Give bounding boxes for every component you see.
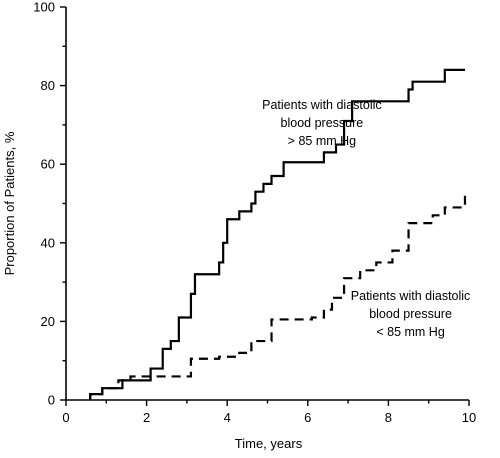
series-line-high-dbp — [89, 68, 465, 400]
y-tick-label: 80 — [41, 78, 55, 93]
x-axis-title: Time, years — [235, 436, 303, 451]
annotation-high: Patients with diastolic blood pressure > 8… — [262, 98, 382, 148]
x-tick-label: 2 — [143, 410, 150, 425]
y-axis-title: Proportion of Patients, % — [2, 131, 17, 275]
y-tick-label: 20 — [41, 314, 55, 329]
x-tick-label: 6 — [304, 410, 311, 425]
x-tick-label: 10 — [462, 410, 476, 425]
y-tick-label: 0 — [48, 393, 55, 408]
annotation-layer: Patients with diastolic blood pressure > 8… — [262, 98, 470, 339]
annotation-line: blood pressure — [281, 116, 364, 130]
annotation-line: Patients with diastolic — [351, 289, 471, 303]
annotation-line: < 85 mm Hg — [376, 325, 444, 339]
x-tick-label: 4 — [224, 410, 231, 425]
annotation-line: > 85 mm Hg — [288, 134, 356, 148]
y-tick-label: 40 — [41, 235, 55, 250]
y-tick-label: 60 — [41, 157, 55, 172]
x-tick-label: 0 — [62, 410, 69, 425]
series-layer — [89, 68, 467, 400]
y-tick-label: 100 — [33, 0, 55, 15]
x-tick-label: 8 — [385, 410, 392, 425]
annotation-line: Patients with diastolic — [262, 98, 382, 112]
annotation-low: Patients with diastolic blood pressure < 8… — [351, 289, 471, 339]
series-line-low-dbp — [89, 195, 467, 400]
annotation-line: blood pressure — [369, 307, 452, 321]
